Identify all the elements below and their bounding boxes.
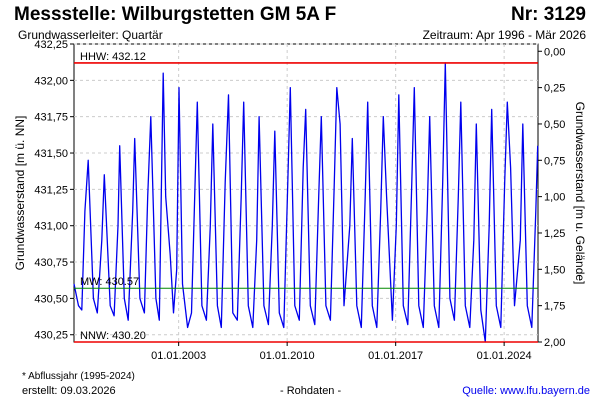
- hhw-label: HHW: 432.12: [80, 51, 146, 63]
- y-tick-label: 431,50: [34, 148, 68, 160]
- groundwater-level-series: [73, 62, 539, 343]
- y-tick-label: 432,00: [34, 75, 68, 87]
- y2-tick-label: 2,00: [544, 337, 565, 349]
- x-tick-label: 01.01.2017: [368, 350, 423, 362]
- x-tick-label: 01.01.2010: [260, 350, 315, 362]
- y2-tick-label: 1,50: [544, 264, 565, 276]
- plot-frame: [73, 43, 539, 343]
- y-tick-label: 430,25: [34, 330, 68, 342]
- data-type-label: - Rohdaten -: [280, 385, 342, 397]
- created-date: erstellt: 09.03.2026: [22, 385, 116, 397]
- reference-lines: HHW: 432.12 MW: 430.57 NNW: 430.20: [74, 51, 538, 343]
- right-axis: 0,00 0,25 0,50 0,75 1,00 1,25 1,50 1,75 2,00: [538, 46, 565, 349]
- y-tick-label: 431,00: [34, 221, 68, 233]
- y-tick-label: 430,50: [34, 293, 68, 305]
- y2-tick-label: 0,50: [544, 119, 565, 131]
- left-axis: 432,25 432,00 431,75 431,50 431,25 431,00 430,…: [34, 39, 74, 342]
- y2-axis-label: Grundwasserstand [m u. Gelände]: [573, 102, 587, 285]
- x-axis: 01.01.2003 01.01.2010 01.01.2017 01.01.2024: [151, 342, 532, 362]
- x-tick-label: 01.01.2003: [151, 350, 206, 362]
- station-number: Nr: 3129: [511, 4, 586, 25]
- nnw-label: NNW: 430.20: [80, 330, 146, 342]
- period-label: Zeitraum: Apr 1996 - Mär 2026: [422, 28, 586, 42]
- y-tick-label: 431,75: [34, 112, 68, 124]
- y-axis-label: Grundwasserstand [m ü. NN]: [13, 116, 27, 271]
- y2-tick-label: 0,25: [544, 83, 565, 95]
- grid: [74, 43, 538, 342]
- mw-label: MW: 430.57: [80, 276, 139, 288]
- y-tick-label: 431,25: [34, 184, 68, 196]
- y2-tick-label: 1,75: [544, 301, 565, 313]
- station-title: Messstelle: Wilburgstetten GM 5A F: [14, 4, 337, 25]
- x-tick-label: 01.01.2024: [477, 350, 532, 362]
- y2-tick-label: 0,75: [544, 155, 565, 167]
- y-tick-label: 432,25: [34, 39, 68, 51]
- aquifer-label: Grundwasserleiter: Quartär: [18, 28, 163, 42]
- y2-tick-label: 0,00: [544, 46, 565, 58]
- y2-tick-label: 1,00: [544, 192, 565, 204]
- y-tick-label: 430,75: [34, 257, 68, 269]
- footnote: * Abflussjahr (1995-2024): [22, 371, 135, 382]
- series-layer: [73, 62, 539, 343]
- source-link[interactable]: Quelle: www.lfu.bayern.de: [462, 385, 590, 397]
- y2-tick-label: 1,25: [544, 228, 565, 240]
